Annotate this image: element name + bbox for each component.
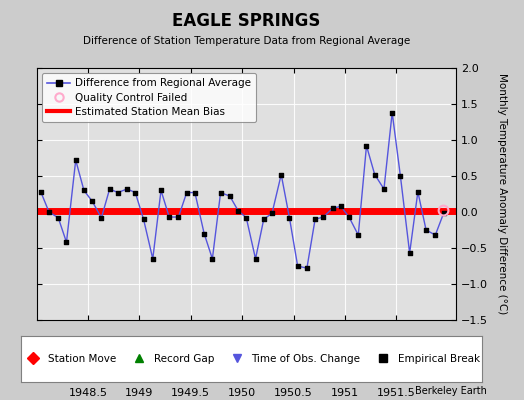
Point <box>345 214 353 220</box>
Point <box>182 189 191 196</box>
Point <box>439 207 447 214</box>
Point <box>200 230 209 237</box>
Point <box>234 207 242 214</box>
Point <box>396 173 405 179</box>
Point <box>293 263 302 269</box>
Point <box>285 214 293 221</box>
Point <box>72 157 80 163</box>
Text: 1950.5: 1950.5 <box>274 388 313 398</box>
Point <box>439 210 447 217</box>
Text: 1950: 1950 <box>228 388 256 398</box>
Point <box>329 205 337 212</box>
Point <box>139 216 148 222</box>
Point <box>431 232 440 238</box>
Point <box>380 186 388 192</box>
Y-axis label: Monthly Temperature Anomaly Difference (°C): Monthly Temperature Anomaly Difference (… <box>497 73 507 315</box>
Text: EAGLE SPRINGS: EAGLE SPRINGS <box>172 12 321 30</box>
Point <box>303 265 311 271</box>
Point <box>88 198 96 204</box>
Point <box>268 210 276 217</box>
Point <box>370 171 379 178</box>
Point <box>174 214 183 220</box>
Legend: Difference from Regional Average, Quality Control Failed, Estimated Station Mean: Difference from Regional Average, Qualit… <box>42 73 256 122</box>
Point <box>62 239 71 246</box>
Point <box>216 189 225 196</box>
Point <box>259 216 268 222</box>
Point <box>362 142 370 149</box>
Point <box>105 186 114 192</box>
Point <box>208 256 216 262</box>
Text: Difference of Station Temperature Data from Regional Average: Difference of Station Temperature Data f… <box>83 36 410 46</box>
Point <box>114 189 122 196</box>
Point <box>252 256 260 262</box>
Point <box>311 216 319 222</box>
Point <box>336 203 345 210</box>
Point <box>165 214 173 220</box>
Point <box>97 214 106 221</box>
Point <box>54 214 62 221</box>
Point <box>45 209 53 215</box>
Point <box>277 171 286 178</box>
Text: 1948.5: 1948.5 <box>69 388 107 398</box>
Point <box>191 189 199 196</box>
Point <box>354 232 363 238</box>
Point <box>406 250 414 256</box>
Legend: Station Move, Record Gap, Time of Obs. Change, Empirical Break: Station Move, Record Gap, Time of Obs. C… <box>20 351 483 367</box>
Point <box>37 189 45 195</box>
Text: Berkeley Earth: Berkeley Earth <box>416 386 487 396</box>
Point <box>123 186 132 192</box>
Point <box>388 110 396 116</box>
Point <box>131 189 139 196</box>
Text: 1951: 1951 <box>331 388 359 398</box>
Text: 1949: 1949 <box>125 388 154 398</box>
Point <box>226 193 234 199</box>
Point <box>149 256 157 262</box>
Point <box>422 227 430 233</box>
Point <box>319 214 328 220</box>
Text: 1951.5: 1951.5 <box>377 388 416 398</box>
Text: 1949.5: 1949.5 <box>171 388 210 398</box>
Point <box>157 187 165 194</box>
Point <box>80 187 88 194</box>
Point <box>413 189 422 195</box>
Point <box>242 214 250 221</box>
